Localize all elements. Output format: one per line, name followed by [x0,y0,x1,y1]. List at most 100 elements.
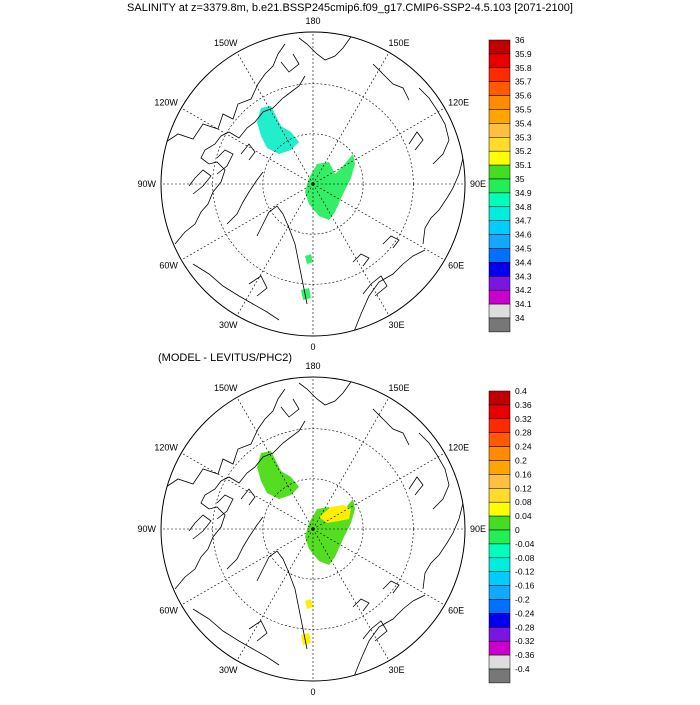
coastline [226,171,264,225]
colorbar-swatch [488,276,511,291]
greenland-sea-patch [301,633,311,645]
greenland-sea-patch [301,288,311,300]
siberian-basin-patch [305,154,355,220]
fram-strait-patch [305,254,313,264]
coastline [256,205,308,305]
coastline [192,263,280,321]
colorbar-label: 0.36 [515,400,532,410]
coastline [352,598,370,612]
colorbar-swatch [488,404,511,420]
colorbar-label: 34.9 [515,188,532,198]
map-boundary [160,31,466,337]
map-panel-difference: 180 150E 120E 90E 60E 30E 0 30W 60W 90W 120W 150W [137,361,486,697]
colorbar-swatch [488,543,511,559]
colorbar-label: 34.8 [515,202,532,212]
colorbar-swatch [488,206,511,221]
coastline [280,398,300,418]
coastline [372,408,410,446]
colorbar-swatch [488,654,511,670]
colorbar-label: 0.28 [515,428,532,438]
coastline [248,620,268,642]
colorbar-swatch [488,220,511,235]
colorbar-label: -0.24 [515,608,535,618]
fram-strait-patch [305,599,313,609]
coastline [352,594,426,680]
colorbar-swatch [488,613,511,628]
meridian-label: 60E [448,261,464,271]
meridian-line [312,183,390,316]
map-boundary [160,376,466,682]
coastline [382,235,400,249]
coastline [298,33,354,61]
coastline [362,620,388,642]
figure-title: SALINITY at z=3379.8m, b.e21.BSSP245cmip… [127,2,573,14]
colorbar-label: 35.3 [515,132,532,142]
colorbar-swatch [488,248,511,263]
colorbar-label: 0.2 [515,456,527,466]
meridian-line [312,107,445,185]
meridian-label: 150W [214,38,238,48]
colorbar-label: 34.1 [515,299,532,309]
meridian-label: 30W [219,320,238,330]
colorbar-label: 35.4 [515,118,532,128]
colorbar-swatch [488,123,511,138]
colorbar-label: -0.12 [515,567,535,577]
colorbar-label: 34.3 [515,271,532,281]
colorbar-swatch [488,585,511,600]
coastline [188,514,212,540]
meridian-label: 120E [448,98,469,108]
coastline [216,149,234,175]
colorbar-swatch [488,668,511,684]
colorbar-label: 34.4 [515,257,532,267]
meridian-label: 30W [219,665,238,675]
latitude-circle [262,133,364,235]
coastline [408,476,424,496]
coastline [162,388,286,490]
colorbar-label: 36 [515,35,525,45]
meridian-line [312,52,390,185]
meridian-line [236,183,314,316]
colorbar-swatch [488,529,511,545]
colorbar-label: 34.7 [515,216,532,226]
meridian-label: 180 [305,361,320,371]
coastline [162,43,286,145]
coastline [256,550,308,650]
colorbar-swatch [488,39,511,55]
coastline [174,420,306,590]
colorbar-label: -0.36 [515,650,535,660]
meridian-line [181,107,314,185]
coastline [362,275,388,297]
meridian-label: 90E [470,524,486,534]
laptev-slope-patch [319,505,351,523]
meridian-label: 0 [310,687,315,697]
colorbar-label: 35.7 [515,77,532,87]
colorbar-swatch [488,262,511,277]
coastline [418,87,450,165]
colorbar-swatch [488,109,511,124]
colorbar-label: 0.08 [515,497,532,507]
colorbar-swatch [488,234,511,249]
colorbar-label: 34.6 [515,230,532,240]
colorbar-swatch [488,390,511,406]
colorbar-label: 0.12 [515,483,532,493]
coastline [216,494,234,520]
colorbar-swatch [488,460,511,475]
meridian-label: 150W [214,383,238,393]
meridian-label: 60W [159,606,178,616]
coastline [418,432,450,510]
meridian-label: 90W [137,179,156,189]
colorbar-label: -0.2 [515,595,530,605]
meridian-label: 60W [159,261,178,271]
coastline [240,143,256,161]
meridian-line [236,528,314,661]
meridian-line [236,52,314,185]
colorbar-salinity: 36 35.9 35.8 35.7 35.6 35.5 35.4 35.3 35.2 35.1 35… [488,35,532,333]
colorbar-label: 0.32 [515,414,532,424]
meridian-label: 120W [154,98,178,108]
coastline [352,253,370,267]
colorbar-label: -0.28 [515,622,535,632]
colorbar-swatch [488,137,511,152]
colorbar-swatch [488,432,511,447]
colorbar-label: 35.6 [515,91,532,101]
